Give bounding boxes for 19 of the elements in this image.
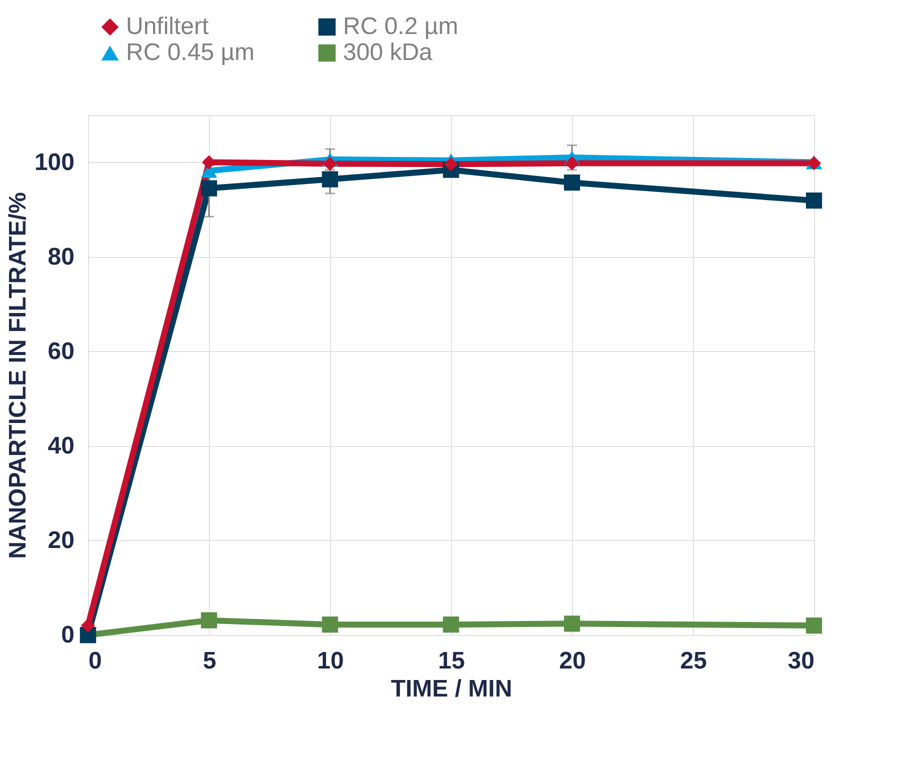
x-tick-label: 0 bbox=[88, 648, 102, 674]
x-tick-label: 25 bbox=[680, 648, 707, 674]
x-tick-label: 10 bbox=[317, 648, 344, 674]
y-tick-label: 100 bbox=[34, 148, 74, 176]
y-tick-label: 60 bbox=[48, 338, 74, 365]
legend-label: RC 0.2 µm bbox=[343, 13, 458, 40]
y-axis-title: NANOPARTICLE IN FILTRATE/% bbox=[4, 192, 32, 559]
legend-label: Unfiltert bbox=[126, 13, 210, 40]
x-tick-label: 30 bbox=[788, 648, 814, 674]
legend-label: RC 0.45 µm bbox=[126, 39, 255, 66]
legend-label: 300 kDa bbox=[343, 39, 434, 66]
y-tick-label: 40 bbox=[48, 432, 74, 460]
x-tick-label: 5 bbox=[202, 648, 216, 674]
x-axis-title: TIME / MIN bbox=[390, 676, 512, 702]
y-tick-label: 20 bbox=[48, 526, 74, 554]
y-tick-label: 0 bbox=[61, 622, 74, 648]
x-tick-label: 15 bbox=[438, 648, 465, 674]
x-tick-label: 20 bbox=[559, 648, 586, 674]
y-tick-label: 80 bbox=[48, 243, 74, 270]
